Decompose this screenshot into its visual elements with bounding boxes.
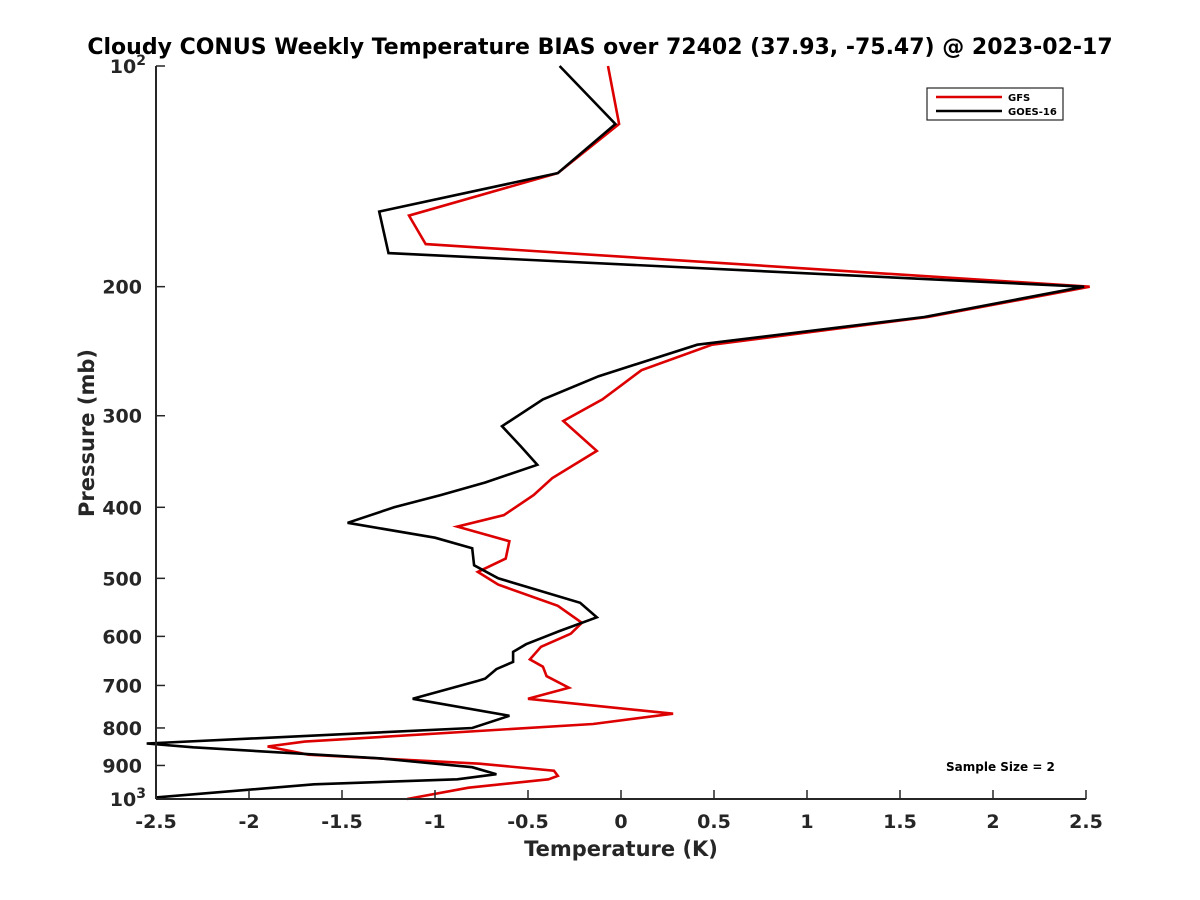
x-tick-label: 2	[986, 811, 999, 833]
y-tick-label: 700	[102, 675, 142, 697]
x-tick-label: 0.5	[697, 811, 731, 833]
y-axis-label: Pressure (mb)	[75, 349, 99, 517]
series-line-gfs	[267, 65, 1090, 801]
y-ticks: 200 300 400 500 600 700 800 900 102 103	[102, 53, 165, 811]
x-axis-label: Temperature (K)	[524, 837, 718, 861]
y-tick-label: 200	[102, 277, 142, 299]
sample-size-annotation: Sample Size = 2	[946, 760, 1055, 774]
chart-title: Cloudy CONUS Weekly Temperature BIAS ove…	[87, 35, 1112, 60]
x-tick-label: -1	[424, 811, 445, 833]
y-tick-label: 300	[102, 406, 142, 428]
x-tick-label: -1.5	[321, 811, 363, 833]
x-tick-label: 2.5	[1069, 811, 1103, 833]
y-tick-label: 400	[102, 497, 142, 519]
axes	[155, 66, 1086, 800]
x-tick-label: -2	[238, 811, 259, 833]
x-tick-label: -2.5	[135, 811, 177, 833]
plot-series	[146, 65, 1090, 801]
x-tick-label: -0.5	[507, 811, 549, 833]
x-tick-label: 0	[614, 811, 627, 833]
x-tick-label: 1.5	[883, 811, 917, 833]
y-tick-label: 500	[102, 568, 142, 590]
y-tick-label: 102	[110, 53, 146, 78]
y-tick-label: 103	[110, 786, 146, 811]
x-tick-label: 1	[800, 811, 813, 833]
y-tick-label: 900	[102, 755, 142, 777]
legend-label-gfs: GFS	[1008, 93, 1030, 104]
x-ticks: -2.5 -2 -1.5 -1 -0.5 0 0.5 1 1.5 2 2.5	[135, 790, 1103, 833]
legend-box	[926, 87, 1064, 121]
legend: GFS GOES-16	[926, 87, 1064, 121]
y-tick-label: 600	[102, 626, 142, 648]
y-tick-label: 800	[102, 718, 142, 740]
legend-label-goes16: GOES-16	[1008, 107, 1057, 118]
series-line-goes-16	[146, 65, 1085, 799]
